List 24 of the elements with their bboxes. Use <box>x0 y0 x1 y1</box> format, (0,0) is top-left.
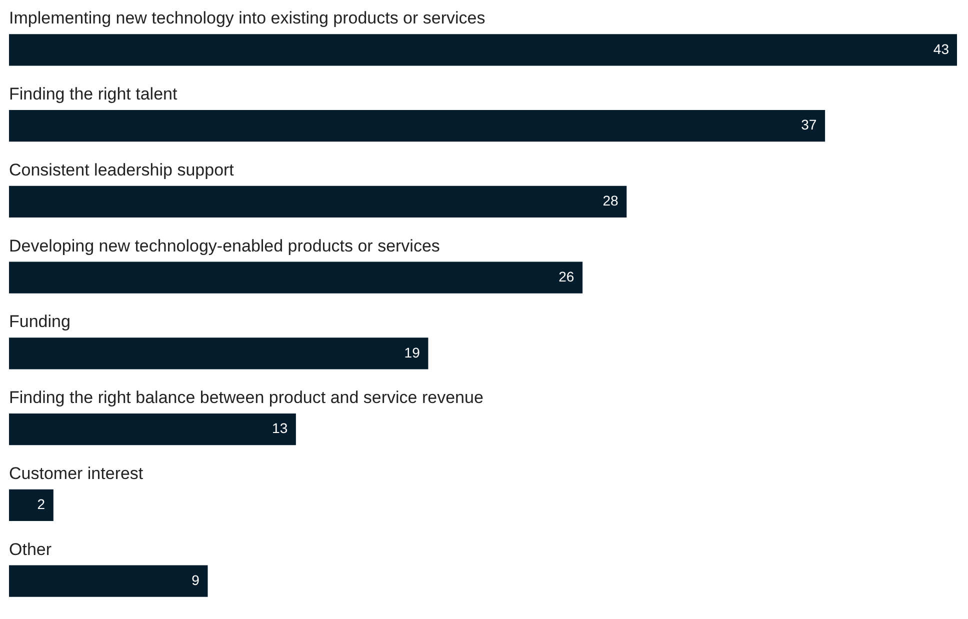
data-label: 2 <box>37 496 46 512</box>
y-tick-label: Finding the right balance between product and service revenue <box>9 388 484 407</box>
bar <box>9 338 428 370</box>
bar <box>9 110 826 142</box>
y-tick-label: Finding the right talent <box>9 84 178 104</box>
y-tick-label: Customer interest <box>9 464 144 483</box>
bar <box>9 186 627 218</box>
y-tick-label: Developing new technology-enabled products or services <box>9 236 440 256</box>
y-tick-label: Consistent leadership support <box>9 160 234 180</box>
bar <box>9 262 583 294</box>
bar <box>9 34 957 66</box>
data-label: 28 <box>602 192 619 209</box>
data-label: 19 <box>404 344 420 360</box>
bar <box>9 413 296 446</box>
y-tick-label: Implementing new technology into existing products or services <box>9 8 486 28</box>
data-label: 13 <box>272 420 288 436</box>
bar <box>9 489 54 522</box>
y-tick-label: Funding <box>9 312 70 332</box>
data-label: 26 <box>558 268 574 284</box>
data-label: 37 <box>801 116 817 133</box>
y-tick-label: Other <box>9 540 52 559</box>
data-label: 43 <box>933 40 950 57</box>
data-label: 9 <box>192 572 200 588</box>
bar <box>9 565 208 597</box>
